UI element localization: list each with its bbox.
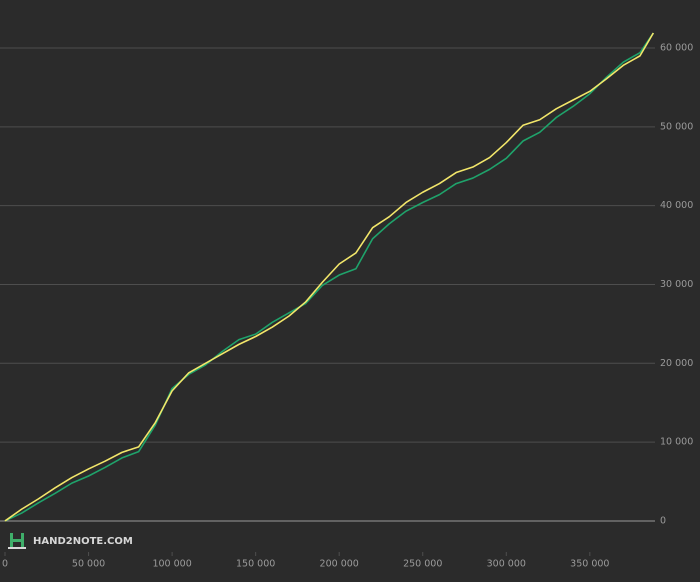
x-tick-label: 300 000	[487, 559, 526, 570]
watermark: HAND2NOTE.COM	[33, 536, 133, 547]
y-tick-label: 40 000	[660, 200, 693, 211]
x-tick-label: 50 000	[72, 559, 105, 570]
y-tick-label: 10 000	[660, 437, 693, 448]
x-tick-label: 100 000	[152, 559, 191, 570]
series-line	[4, 32, 654, 522]
x-tick-label: 150 000	[236, 559, 275, 570]
y-tick-label: 20 000	[660, 358, 693, 369]
x-tick-label: 0	[2, 559, 8, 570]
y-tick-label: 60 000	[660, 42, 693, 53]
y-tick-label: 0	[660, 515, 666, 526]
y-tick-label: 50 000	[660, 121, 693, 132]
series-line	[4, 32, 655, 522]
y-tick-label: 30 000	[660, 279, 693, 290]
x-tick-label: 200 000	[320, 559, 359, 570]
x-tick-label: 250 000	[403, 559, 442, 570]
x-tick-label: 350 000	[570, 559, 609, 570]
logo	[8, 533, 26, 549]
